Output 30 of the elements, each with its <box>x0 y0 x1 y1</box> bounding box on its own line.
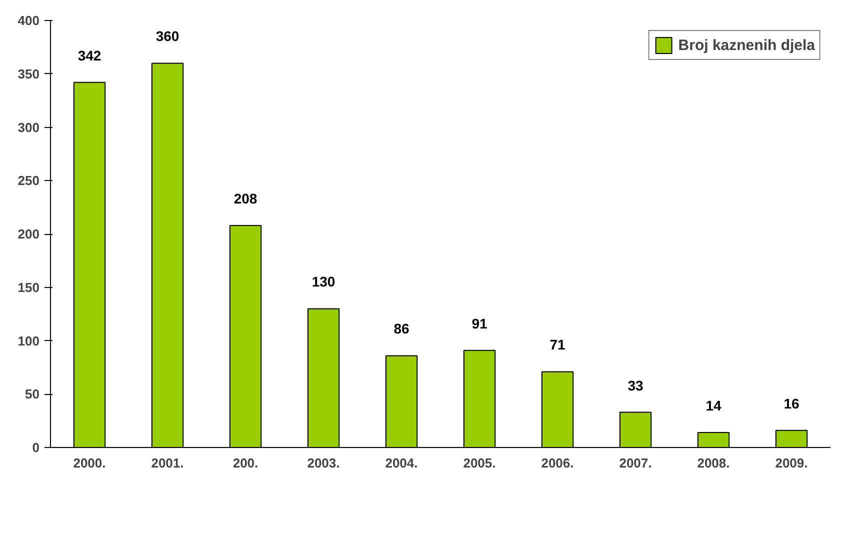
x-tick-label: 2005. <box>463 456 496 470</box>
x-tick-label: 2004. <box>385 456 418 470</box>
x-tick-label: 2000. <box>73 456 106 470</box>
x-tick-label: 2009. <box>775 456 808 470</box>
data-label: 360 <box>156 28 180 44</box>
y-tick-label: 250 <box>18 173 40 188</box>
y-tick-label: 50 <box>25 386 40 402</box>
y-tick-label: 350 <box>18 66 40 82</box>
legend-label: Broj kaznenih djela <box>678 36 815 54</box>
data-label: 130 <box>312 274 336 290</box>
y-tick-label: 150 <box>18 280 40 295</box>
y-tick-label: 200 <box>18 226 40 242</box>
x-tick-label: 2003. <box>307 456 340 470</box>
x-tick-label: 2007. <box>619 456 652 470</box>
y-tick-label: 400 <box>18 13 40 28</box>
data-label: 14 <box>706 398 722 414</box>
data-label: 33 <box>628 377 644 394</box>
y-tick-label: 300 <box>18 120 40 135</box>
data-label: 16 <box>784 395 800 412</box>
data-label: 208 <box>234 190 258 206</box>
x-tick-label: 2008. <box>697 456 730 470</box>
data-label: 71 <box>550 336 566 353</box>
y-tick-label: 100 <box>18 333 40 348</box>
y-tick-label: 0 <box>32 440 40 455</box>
x-tick-label: 200. <box>232 456 258 470</box>
x-tick-label: 2001. <box>151 456 184 470</box>
x-tick-label: 2006. <box>541 456 574 470</box>
data-label: 86 <box>394 320 410 337</box>
data-label: 91 <box>472 315 488 332</box>
data-label: 342 <box>78 47 102 64</box>
